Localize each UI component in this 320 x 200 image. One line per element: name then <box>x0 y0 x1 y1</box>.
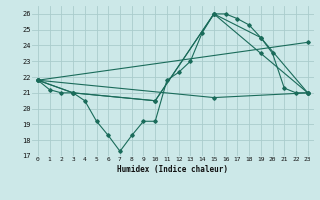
X-axis label: Humidex (Indice chaleur): Humidex (Indice chaleur) <box>117 165 228 174</box>
